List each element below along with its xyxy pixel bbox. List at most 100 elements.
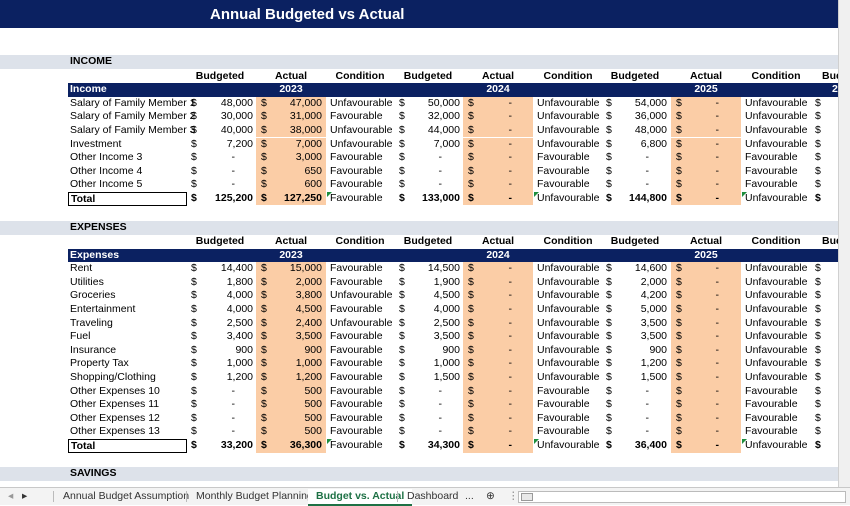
row-label: Fuel (70, 330, 91, 343)
condition: Unfavourable (745, 110, 808, 123)
actual-value: - (715, 178, 720, 191)
currency-symbol: $ (468, 110, 474, 123)
actual-cell-bg (671, 371, 741, 385)
budgeted-value: 5,000 (640, 303, 667, 315)
actual-cell-bg (256, 371, 326, 385)
budgeted-value: 36,400 (634, 439, 667, 451)
condition: Unfavourable (537, 262, 600, 275)
row-label: Other Income 4 (70, 164, 143, 177)
budgeted-value: 14,600 (634, 262, 667, 275)
actual-value: - (508, 371, 513, 383)
actual-value: - (715, 289, 720, 302)
currency-symbol: $ (606, 151, 612, 164)
actual-value: 900 (304, 343, 322, 356)
budgeted-value: 34,300 (427, 439, 460, 451)
currency-symbol: $ (261, 191, 267, 204)
year-label: 2025 (694, 248, 718, 261)
scroll-thumb[interactable] (521, 493, 533, 501)
currency-symbol: $ (191, 96, 197, 109)
budgeted-value: - (645, 384, 650, 397)
condition: Favourable (537, 398, 590, 411)
tab-separator (397, 491, 398, 502)
budgeted-value: 14,500 (427, 262, 460, 275)
actual-value: 38,000 (289, 123, 322, 136)
actual-value: - (715, 262, 720, 275)
actual-value: - (508, 303, 513, 315)
actual-cell-bg (256, 425, 326, 439)
actual-value: 2,000 (295, 275, 322, 288)
sheet-tab[interactable]: Dashboard (407, 490, 459, 502)
budgeted-value: - (231, 411, 236, 424)
scroll-right[interactable]: ▸ (22, 490, 28, 502)
column-header: Budgeted (195, 69, 245, 82)
condition: Favourable (330, 275, 383, 288)
actual-cell-bg (256, 303, 326, 317)
currency-symbol: $ (261, 330, 267, 343)
splitter: ⋮ (508, 490, 519, 502)
currency-symbol: $ (606, 371, 612, 383)
actual-value: - (508, 357, 513, 370)
actual-value: 500 (304, 384, 322, 397)
currency-symbol: $ (261, 303, 267, 315)
budgeted-value: 30,000 (220, 110, 253, 123)
actual-value: 3,000 (295, 151, 322, 164)
actual-cell-bg (256, 110, 326, 124)
row-label: Other Income 5 (70, 178, 143, 191)
currency-symbol: $ (261, 275, 267, 288)
budgeted-value: - (645, 398, 650, 411)
actual-cell-bg (671, 316, 741, 331)
condition: Unfavourable (745, 343, 808, 356)
sheet-tab[interactable]: Monthly Budget Planning (196, 490, 313, 502)
condition: Unfavourable (537, 289, 600, 302)
year-label: 2023 (279, 83, 303, 96)
column-header: Actual (274, 69, 308, 82)
row-label: Other Expenses 10 (70, 384, 160, 397)
actual-value: - (715, 303, 720, 315)
currency-symbol: $ (399, 316, 405, 329)
actual-cell-bg (463, 357, 533, 371)
currency-symbol: $ (676, 137, 682, 150)
currency-symbol: $ (676, 357, 682, 370)
row-label: Other Expenses 11 (70, 398, 160, 411)
horizontal-scrollbar[interactable] (518, 491, 846, 503)
actual-cell-bg (671, 289, 741, 303)
currency-symbol: $ (191, 384, 197, 397)
budgeted-value: 4,200 (640, 289, 667, 302)
budgeted-value: 3,500 (640, 330, 667, 343)
scroll-left[interactable]: ◂ (8, 490, 14, 502)
condition: Favourable (330, 191, 383, 204)
condition: Favourable (745, 178, 798, 191)
actual-value: - (508, 343, 513, 356)
actual-cell-bg (256, 262, 326, 276)
currency-symbol: $ (676, 191, 682, 204)
actual-value: 2,400 (295, 316, 322, 329)
actual-cell-bg (463, 371, 533, 385)
add-sheet[interactable]: ⊕ (486, 490, 495, 502)
actual-cell-bg (671, 191, 741, 206)
budgeted-value: - (645, 411, 650, 424)
vertical-scrollbar[interactable] (838, 0, 850, 487)
actual-value: - (508, 439, 513, 451)
sheet-title: Annual Budgeted vs Actual (210, 6, 405, 23)
condition: Unfavourable (745, 316, 808, 329)
condition: Favourable (330, 411, 383, 424)
budgeted-value: - (645, 151, 650, 164)
column-header: Budgeted (403, 235, 453, 247)
currency-symbol: $ (676, 398, 682, 411)
condition: Unfavourable (745, 439, 808, 451)
tab-overflow[interactable]: ... (465, 490, 474, 502)
actual-cell-bg (256, 137, 326, 152)
condition: Unfavourable (537, 110, 600, 123)
sheet-tab[interactable]: Annual Budget Assumption (63, 490, 190, 502)
currency-symbol: $ (399, 357, 405, 370)
currency-symbol: $ (399, 96, 405, 109)
currency-symbol: $ (399, 275, 405, 288)
currency-symbol: $ (676, 96, 682, 109)
actual-cell-bg (671, 151, 741, 165)
currency-symbol: $ (191, 398, 197, 411)
actual-cell-bg (463, 439, 533, 453)
currency-symbol: $ (399, 439, 405, 451)
currency-symbol: $ (606, 303, 612, 315)
year-label: 2024 (486, 83, 510, 96)
budgeted-value: 1,500 (640, 371, 667, 383)
